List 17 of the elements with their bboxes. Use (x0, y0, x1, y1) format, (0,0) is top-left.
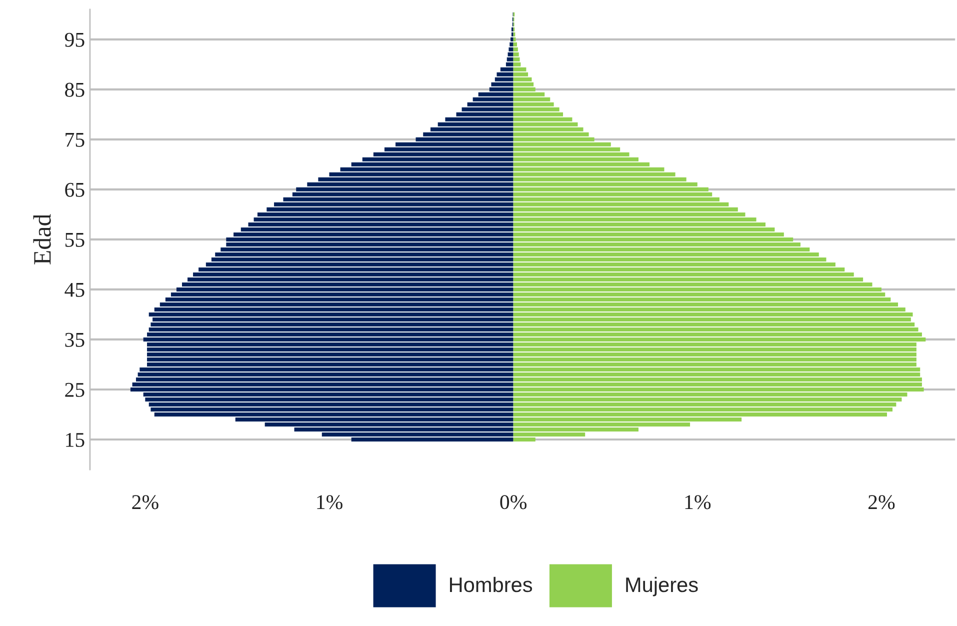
y-tick-label: 65 (65, 182, 84, 197)
y-tick-label: 35 (65, 332, 84, 347)
y-tick-label: 55 (65, 233, 84, 247)
y-tick-label: 75 (66, 133, 84, 147)
y-tick-label: 85 (65, 82, 84, 97)
x-tick-label: 1% (317, 495, 342, 510)
y-axis-title: Edad (33, 214, 51, 264)
y-tick-label: 45 (64, 282, 84, 297)
x-tick-label: 0% (500, 495, 526, 510)
legend-label: Mujeres (626, 576, 698, 596)
y-tick-label: 25 (65, 382, 84, 397)
x-tick-label: 2% (868, 495, 895, 510)
legend-label: Hombres (450, 576, 532, 592)
y-tick-label: 15 (66, 432, 84, 447)
x-tick-label: 1% (685, 495, 711, 510)
x-tick-label: 2% (132, 495, 158, 510)
y-tick-label: 95 (64, 32, 84, 47)
